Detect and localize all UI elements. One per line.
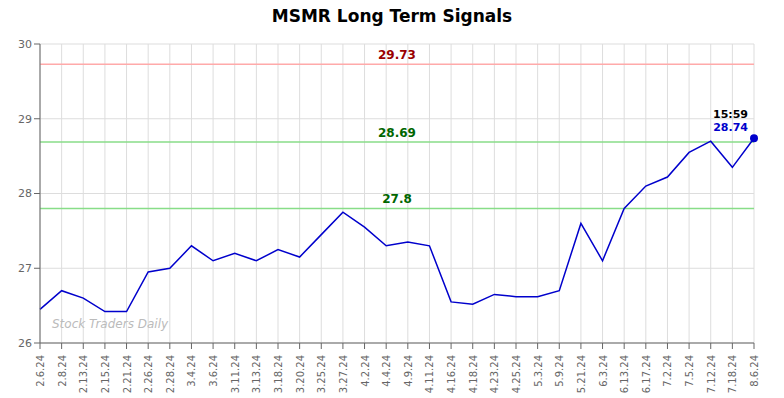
svg-text:5.9.24: 5.9.24 xyxy=(554,355,565,387)
svg-text:3.18.24: 3.18.24 xyxy=(273,355,284,393)
svg-text:2.28.24: 2.28.24 xyxy=(165,355,176,393)
svg-text:4.9.24: 4.9.24 xyxy=(403,355,414,387)
html-text:MSMR Long Term Signals: MSMR Long Term Signals xyxy=(271,6,513,26)
svg-text:3.11.24: 3.11.24 xyxy=(230,355,241,393)
svg-text:4.23.24: 4.23.24 xyxy=(489,355,500,393)
svg-text:4.25.24: 4.25.24 xyxy=(511,355,522,393)
svg-text:4.2.24: 4.2.24 xyxy=(360,355,371,387)
svg-text:7.18.24: 7.18.24 xyxy=(727,355,738,393)
svg-text:29: 29 xyxy=(18,113,32,126)
svg-text:2.8.24: 2.8.24 xyxy=(57,355,68,387)
svg-text:28: 28 xyxy=(18,187,32,200)
svg-text:3.6.24: 3.6.24 xyxy=(208,355,219,387)
svg-text:7.5.24: 7.5.24 xyxy=(684,355,695,387)
svg-text:6.13.24: 6.13.24 xyxy=(619,355,630,393)
svg-text:4.16.24: 4.16.24 xyxy=(446,355,457,393)
svg-text:27: 27 xyxy=(18,262,32,275)
svg-text:7.2.24: 7.2.24 xyxy=(662,355,673,387)
svg-text:3.25.24: 3.25.24 xyxy=(316,355,327,393)
svg-text:27.8: 27.8 xyxy=(382,192,412,206)
svg-text:4.18.24: 4.18.24 xyxy=(468,355,479,393)
svg-text:2.26.24: 2.26.24 xyxy=(143,355,154,393)
svg-text:15:59: 15:59 xyxy=(713,108,748,121)
svg-text:5.3.24: 5.3.24 xyxy=(533,355,544,387)
svg-text:7.12.24: 7.12.24 xyxy=(706,355,717,393)
svg-text:6.17.24: 6.17.24 xyxy=(641,355,652,393)
svg-text:8.6.24: 8.6.24 xyxy=(749,355,760,387)
svg-text:30: 30 xyxy=(18,38,32,51)
svg-text:2.13.24: 2.13.24 xyxy=(78,355,89,393)
svg-text:4.11.24: 4.11.24 xyxy=(424,355,435,393)
svg-text:4.4.24: 4.4.24 xyxy=(381,355,392,387)
svg-text:5.21.24: 5.21.24 xyxy=(576,355,587,393)
svg-text:2.6.24: 2.6.24 xyxy=(35,355,46,387)
html-text:Stock Traders Daily: Stock Traders Daily xyxy=(52,317,169,331)
svg-text:6.3.24: 6.3.24 xyxy=(598,355,609,387)
svg-text:3.4.24: 3.4.24 xyxy=(186,355,197,387)
svg-text:28.69: 28.69 xyxy=(378,126,416,140)
svg-text:29.73: 29.73 xyxy=(378,48,416,62)
svg-text:2.15.24: 2.15.24 xyxy=(100,355,111,393)
svg-text:3.27.24: 3.27.24 xyxy=(338,355,349,393)
svg-text:3.20.24: 3.20.24 xyxy=(295,355,306,393)
svg-text:3.13.24: 3.13.24 xyxy=(251,355,262,393)
svg-text:28.74: 28.74 xyxy=(713,121,748,134)
svg-text:2.21.24: 2.21.24 xyxy=(122,355,133,393)
svg-text:26: 26 xyxy=(18,337,32,350)
